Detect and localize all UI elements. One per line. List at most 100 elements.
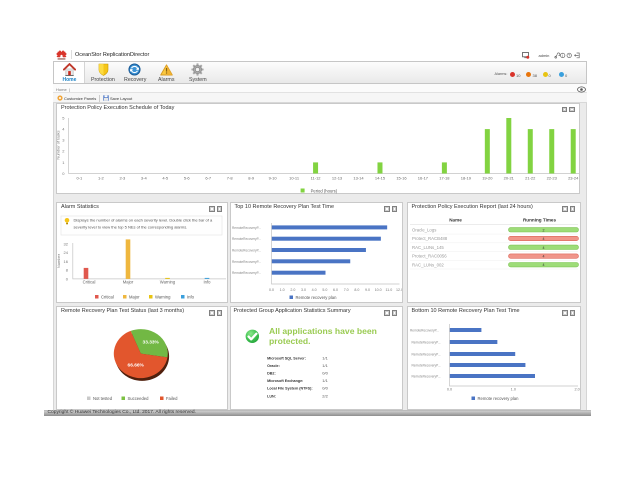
svg-text:Microsoft SQL Server:: Microsoft SQL Server: bbox=[267, 356, 306, 360]
svg-text:4-5: 4-5 bbox=[162, 175, 169, 180]
svg-text:RemoteRecoveryP...: RemoteRecoveryP... bbox=[410, 328, 439, 332]
svg-text:4: 4 bbox=[62, 126, 65, 131]
svg-text:0: 0 bbox=[62, 170, 65, 175]
svg-text:2-3: 2-3 bbox=[119, 175, 126, 180]
svg-text:24: 24 bbox=[64, 250, 69, 255]
svg-text:Not tested: Not tested bbox=[93, 396, 113, 401]
svg-text:5-6: 5-6 bbox=[184, 175, 191, 180]
svg-text:11.0: 11.0 bbox=[385, 288, 392, 292]
svg-text:19-20: 19-20 bbox=[482, 175, 493, 180]
svg-text:Period (hours): Period (hours) bbox=[311, 188, 338, 193]
svg-text:22-23: 22-23 bbox=[547, 175, 558, 180]
svg-text:Warning: Warning bbox=[160, 280, 176, 285]
svg-text:Number: Number bbox=[57, 253, 61, 268]
svg-text:Failed: Failed bbox=[166, 396, 178, 401]
svg-text:protected.: protected. bbox=[269, 336, 311, 346]
svg-text:Remote recovery plan: Remote recovery plan bbox=[477, 396, 519, 401]
svg-text:5: 5 bbox=[62, 115, 65, 120]
svg-text:23-24: 23-24 bbox=[568, 175, 579, 180]
svg-text:1.0: 1.0 bbox=[279, 288, 284, 292]
svg-text:All applications have been: All applications have been bbox=[269, 326, 377, 336]
svg-text:RemoteRecoveryP...: RemoteRecoveryP... bbox=[411, 374, 440, 378]
svg-text:16: 16 bbox=[64, 259, 69, 264]
svg-text:2.0: 2.0 bbox=[290, 288, 295, 292]
svg-text:RemoteRecoveryP...: RemoteRecoveryP... bbox=[232, 226, 261, 230]
svg-text:0.0: 0.0 bbox=[269, 288, 274, 292]
svg-text:4: 4 bbox=[542, 263, 544, 267]
svg-text:12-13: 12-13 bbox=[332, 175, 343, 180]
svg-text:RemoteRecoveryP...: RemoteRecoveryP... bbox=[232, 249, 261, 253]
svg-text:RemoteRecoveryP...: RemoteRecoveryP... bbox=[411, 363, 440, 367]
svg-text:8: 8 bbox=[66, 268, 69, 273]
svg-text:Remote recovery plan: Remote recovery plan bbox=[295, 295, 337, 300]
svg-text:?: ? bbox=[568, 53, 571, 58]
svg-text:severity level to view the top: severity level to view the top 5 NEs of … bbox=[74, 225, 188, 230]
svg-text:RemoteRecoveryP...: RemoteRecoveryP... bbox=[232, 237, 261, 241]
svg-text:2/2: 2/2 bbox=[322, 393, 328, 398]
svg-text:Info: Info bbox=[187, 294, 195, 299]
svg-text:i: i bbox=[562, 53, 563, 58]
svg-text:4: 4 bbox=[542, 246, 544, 250]
svg-text:1-2: 1-2 bbox=[98, 175, 105, 180]
svg-text:1.0: 1.0 bbox=[510, 388, 515, 392]
svg-text:66.66%: 66.66% bbox=[128, 362, 145, 368]
svg-text:LUN:: LUN: bbox=[267, 394, 276, 398]
svg-text:10.0: 10.0 bbox=[374, 288, 381, 292]
svg-text:Microsoft Exchange:: Microsoft Exchange: bbox=[267, 379, 303, 383]
svg-text:Protect_RAC0056: Protect_RAC0056 bbox=[412, 254, 447, 259]
svg-text:10-11: 10-11 bbox=[289, 175, 300, 180]
svg-text:17-18: 17-18 bbox=[439, 175, 450, 180]
svg-text:0: 0 bbox=[66, 276, 69, 281]
svg-text:RAC_LUNs_145: RAC_LUNs_145 bbox=[412, 245, 444, 250]
svg-text:7-8: 7-8 bbox=[227, 175, 234, 180]
svg-text:Number of tasks: Number of tasks bbox=[57, 130, 61, 159]
svg-text:7.0: 7.0 bbox=[343, 288, 348, 292]
svg-text:6.0: 6.0 bbox=[333, 288, 338, 292]
svg-text:1/1: 1/1 bbox=[322, 378, 328, 383]
svg-text:2.0: 2.0 bbox=[574, 388, 579, 392]
svg-text:16-17: 16-17 bbox=[418, 175, 429, 180]
svg-text:4.0: 4.0 bbox=[311, 288, 316, 292]
svg-text:8-9: 8-9 bbox=[248, 175, 255, 180]
svg-text:9.0: 9.0 bbox=[365, 288, 370, 292]
svg-text:RAC_LUNs_002: RAC_LUNs_002 bbox=[412, 262, 444, 267]
svg-text:DB2:: DB2: bbox=[267, 372, 276, 376]
svg-text:Oracle_Logs: Oracle_Logs bbox=[412, 227, 436, 232]
svg-text:Protect_RACB488: Protect_RACB488 bbox=[412, 236, 448, 241]
svg-text:RemoteRecoveryP...: RemoteRecoveryP... bbox=[232, 260, 261, 264]
svg-text:Warning: Warning bbox=[155, 294, 171, 299]
svg-text:Oracle:: Oracle: bbox=[267, 364, 280, 368]
svg-text:Major: Major bbox=[129, 294, 140, 299]
svg-text:RemoteRecoveryP...: RemoteRecoveryP... bbox=[411, 340, 440, 344]
svg-text:3-4: 3-4 bbox=[141, 175, 148, 180]
svg-text:Major: Major bbox=[123, 280, 134, 285]
svg-text:14-15: 14-15 bbox=[375, 175, 386, 180]
svg-text:0/0: 0/0 bbox=[322, 371, 328, 376]
svg-text:0.0: 0.0 bbox=[446, 388, 451, 392]
svg-text:15-16: 15-16 bbox=[396, 175, 407, 180]
svg-text:3: 3 bbox=[62, 137, 65, 142]
svg-text:20-21: 20-21 bbox=[504, 175, 515, 180]
svg-text:33.33%: 33.33% bbox=[143, 340, 160, 346]
svg-text:8.0: 8.0 bbox=[354, 288, 359, 292]
svg-text:Displays the number of alarms: Displays the number of alarms on each se… bbox=[74, 218, 214, 223]
svg-text:4: 4 bbox=[542, 255, 544, 259]
svg-text:32: 32 bbox=[64, 241, 69, 246]
svg-text:0/0: 0/0 bbox=[322, 386, 328, 391]
svg-text:2: 2 bbox=[62, 148, 65, 153]
svg-text:1/1: 1/1 bbox=[322, 355, 328, 360]
svg-text:Info: Info bbox=[204, 280, 212, 285]
svg-text:6-7: 6-7 bbox=[205, 175, 212, 180]
svg-text:RemoteRecoveryP...: RemoteRecoveryP... bbox=[411, 352, 440, 356]
svg-text:9-10: 9-10 bbox=[269, 175, 278, 180]
svg-text:11-12: 11-12 bbox=[311, 175, 322, 180]
svg-text:4: 4 bbox=[542, 237, 544, 241]
svg-text:1: 1 bbox=[62, 159, 65, 164]
svg-text:2: 2 bbox=[542, 228, 544, 232]
svg-text:5.0: 5.0 bbox=[322, 288, 327, 292]
svg-text:Running Times: Running Times bbox=[522, 218, 556, 223]
svg-text:RemoteRecoveryP...: RemoteRecoveryP... bbox=[232, 271, 261, 275]
svg-text:12.0: 12.0 bbox=[396, 288, 402, 292]
svg-text:0-1: 0-1 bbox=[77, 175, 84, 180]
svg-text:Local File System (NTFS):: Local File System (NTFS): bbox=[267, 387, 313, 391]
